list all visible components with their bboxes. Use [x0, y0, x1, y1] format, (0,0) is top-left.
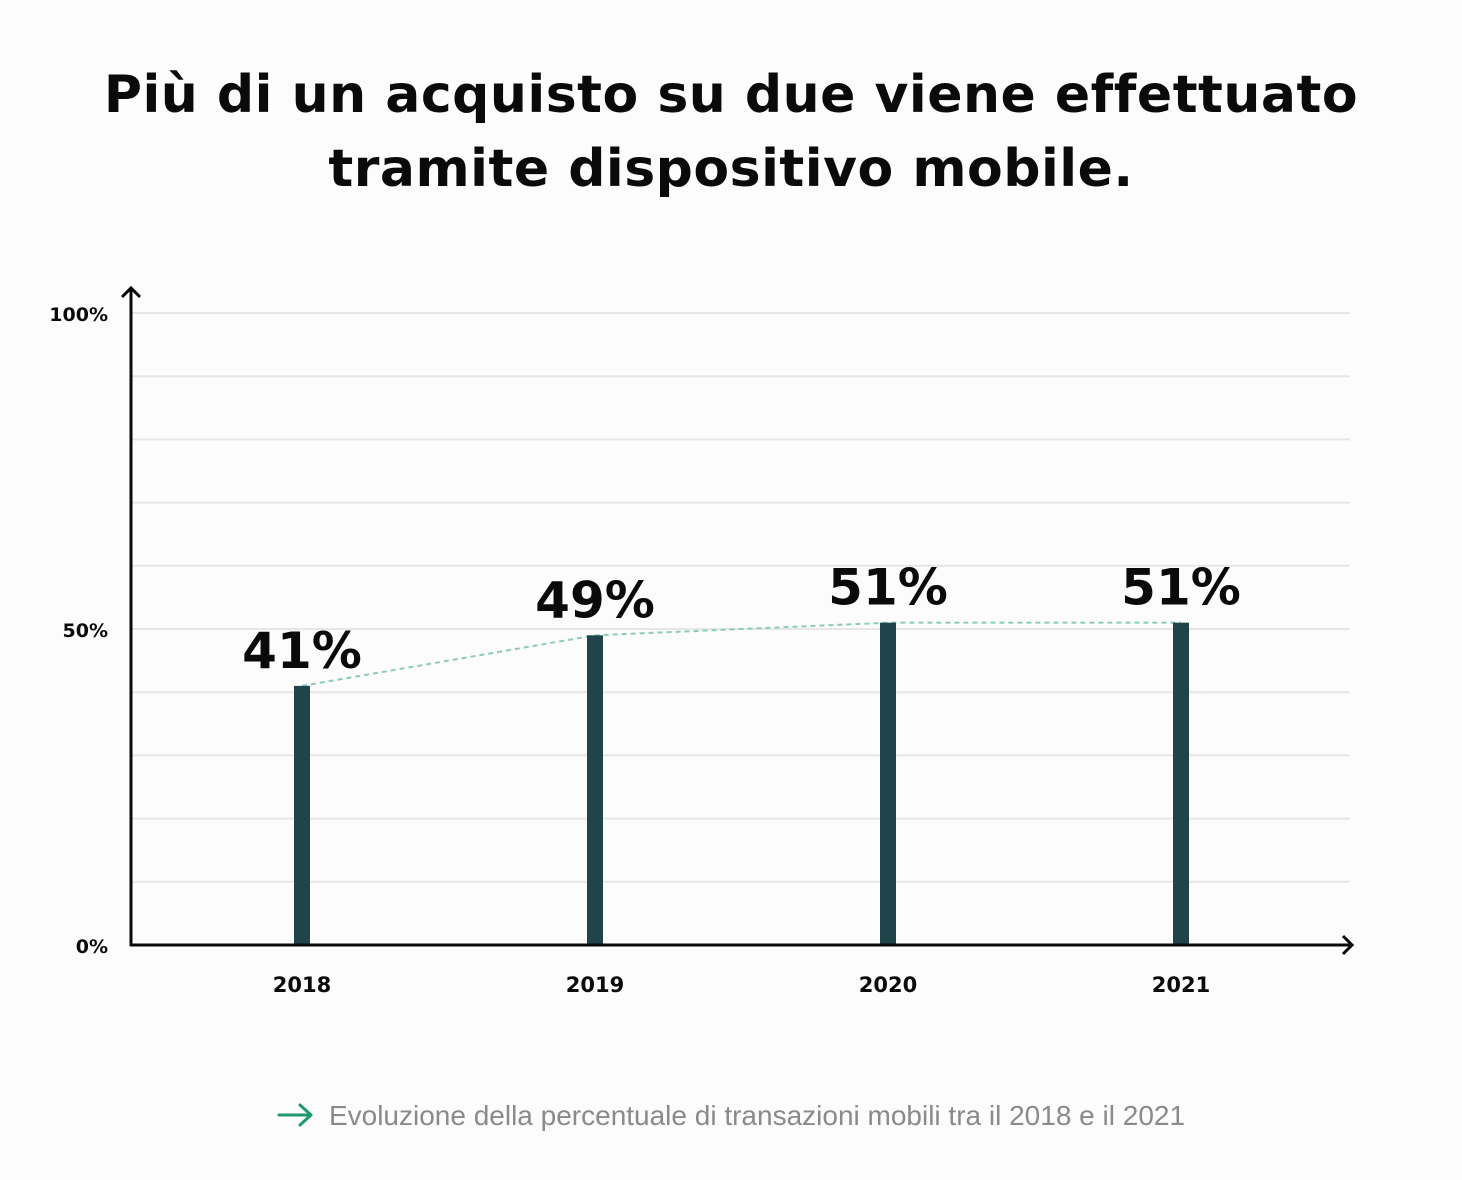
chart-caption-text: Evoluzione della percentuale di transazi…	[328, 1100, 1186, 1131]
x-tick-label: 2021	[1152, 973, 1210, 997]
value-label: 51%	[1121, 559, 1241, 617]
x-tick-label: 2019	[566, 973, 624, 997]
bar-2020	[880, 622, 896, 945]
chart-title: Più di un acquisto su due viene effettua…	[0, 58, 1462, 206]
chart-caption: Evoluzione della percentuale di transazi…	[0, 1096, 1462, 1136]
y-tick-label: 0%	[76, 936, 108, 958]
bar-2021	[1173, 622, 1189, 945]
trend-line-path	[301, 621, 1181, 687]
bar-2018	[294, 685, 310, 945]
y-tick-label: 50%	[63, 620, 108, 642]
chart-title-line-1: Più di un acquisto su due viene effettua…	[103, 65, 1359, 125]
bars	[294, 622, 1189, 945]
x-tick-label: 2018	[273, 973, 331, 997]
bar-2019	[587, 635, 603, 945]
y-axis-arrow-icon	[120, 285, 142, 299]
x-axis-arrow-icon	[1341, 934, 1355, 956]
value-label: 41%	[242, 622, 362, 680]
labels: 0% 50% 100% 2018 2019 2020 2021 41% 49% 51% 51%	[49, 304, 1241, 997]
axes	[120, 285, 1355, 956]
y-tick-label: 100%	[49, 304, 108, 326]
x-tick-label: 2020	[859, 973, 917, 997]
chart-title-line-2: tramite dispositivo mobile.	[328, 139, 1134, 199]
value-label: 51%	[828, 559, 948, 617]
arrow-right-icon	[277, 1103, 313, 1127]
gridlines	[131, 312, 1350, 883]
trend-line	[301, 621, 1181, 687]
value-label: 49%	[535, 571, 655, 629]
